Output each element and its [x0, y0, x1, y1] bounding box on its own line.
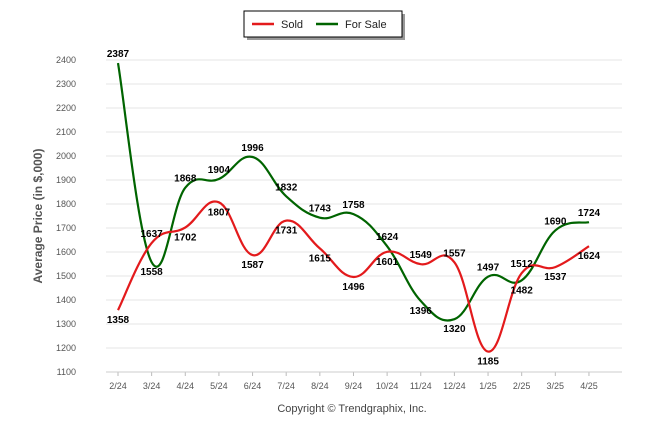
x-tick-label: 2/25 [513, 381, 531, 391]
x-tick-label: 6/24 [244, 381, 262, 391]
x-tick-label: 3/24 [143, 381, 161, 391]
data-label-sold: 1358 [107, 315, 130, 326]
data-label-for-sale: 1724 [578, 208, 601, 219]
x-tick-label: 2/24 [109, 381, 127, 391]
y-tick-label: 2400 [56, 55, 76, 65]
data-label-for-sale: 1624 [376, 232, 399, 243]
data-label-sold: 1601 [376, 257, 399, 268]
x-tick-label: 12/24 [443, 381, 466, 391]
data-label-for-sale: 1558 [141, 267, 164, 278]
y-tick-label: 1900 [56, 175, 76, 185]
y-tick-label: 1400 [56, 295, 76, 305]
legend-label-sold[interactable]: Sold [281, 19, 303, 31]
data-label-for-sale: 1497 [477, 263, 500, 274]
x-tick-label: 4/24 [177, 381, 195, 391]
x-tick-label: 11/24 [410, 381, 432, 391]
x-tick-label: 7/24 [277, 381, 295, 391]
x-tick-label: 8/24 [311, 381, 329, 391]
data-label-sold: 1549 [410, 250, 433, 261]
series-line-for-sale [116, 62, 590, 322]
copyright-text: Copyright © Trendgraphix, Inc. [277, 403, 426, 415]
data-label-sold: 1537 [544, 272, 567, 283]
y-axis-ticks: 1100 1200 1300 1400 1500 1600 1700 1800 1900 2000… [56, 55, 76, 377]
series-line-sold [117, 200, 590, 353]
y-tick-label: 1300 [56, 319, 76, 329]
data-label-sold: 1624 [578, 251, 601, 262]
data-label-sold: 1702 [174, 233, 197, 244]
y-tick-label: 2200 [56, 103, 76, 113]
data-label-sold: 1587 [241, 260, 264, 271]
x-tick-label: 3/25 [547, 381, 565, 391]
gridlines [106, 59, 622, 373]
data-label-sold: 1496 [342, 282, 365, 293]
y-tick-label: 1100 [57, 367, 76, 377]
data-label-for-sale: 1868 [174, 174, 197, 185]
x-tick-label: 9/24 [345, 381, 363, 391]
legend[interactable]: Sold For Sale [243, 10, 405, 40]
data-label-for-sale: 1832 [275, 182, 298, 193]
y-tick-label: 1200 [56, 343, 76, 353]
data-label-for-sale: 1996 [241, 143, 264, 154]
data-label-for-sale: 1904 [208, 165, 231, 176]
y-tick-label: 1600 [56, 247, 76, 257]
data-label-sold: 1807 [208, 207, 231, 218]
y-tick-label: 2000 [56, 151, 76, 161]
data-label-for-sale: 1690 [544, 216, 567, 227]
y-tick-label: 2100 [56, 127, 76, 137]
data-label-for-sale: 1482 [511, 285, 534, 296]
data-label-for-sale: 1320 [443, 324, 466, 335]
legend-label-for-sale[interactable]: For Sale [345, 19, 387, 31]
x-tick-label: 1/25 [479, 381, 497, 391]
data-label-sold: 1512 [511, 259, 534, 270]
data-labels: 1358 1637 1702 1807 1587 1731 1615 1496 1601 1549… [107, 49, 601, 367]
data-label-for-sale: 2387 [107, 49, 130, 60]
x-tick-label: 10/24 [376, 381, 399, 391]
y-tick-label: 1500 [56, 271, 76, 281]
y-tick-label: 1700 [56, 223, 76, 233]
data-label-sold: 1615 [309, 253, 332, 264]
data-label-for-sale: 1743 [309, 204, 332, 215]
data-label-for-sale: 1758 [342, 200, 365, 211]
data-label-sold: 1731 [275, 226, 298, 237]
y-tick-label: 1800 [56, 199, 76, 209]
x-axis-ticks: 2/24 3/24 4/24 5/24 6/24 7/24 8/24 9/24 10/24 11/… [109, 372, 598, 391]
y-axis-title: Average Price (in $,000) [31, 149, 45, 284]
x-tick-label: 5/24 [210, 381, 228, 391]
y-tick-label: 2300 [56, 79, 76, 89]
data-label-for-sale: 1396 [410, 306, 433, 317]
data-label-sold: 1557 [443, 248, 466, 259]
data-label-sold: 1637 [141, 229, 164, 240]
data-label-sold: 1185 [477, 357, 499, 368]
x-tick-label: 4/25 [580, 381, 598, 391]
series-lines [116, 62, 590, 353]
